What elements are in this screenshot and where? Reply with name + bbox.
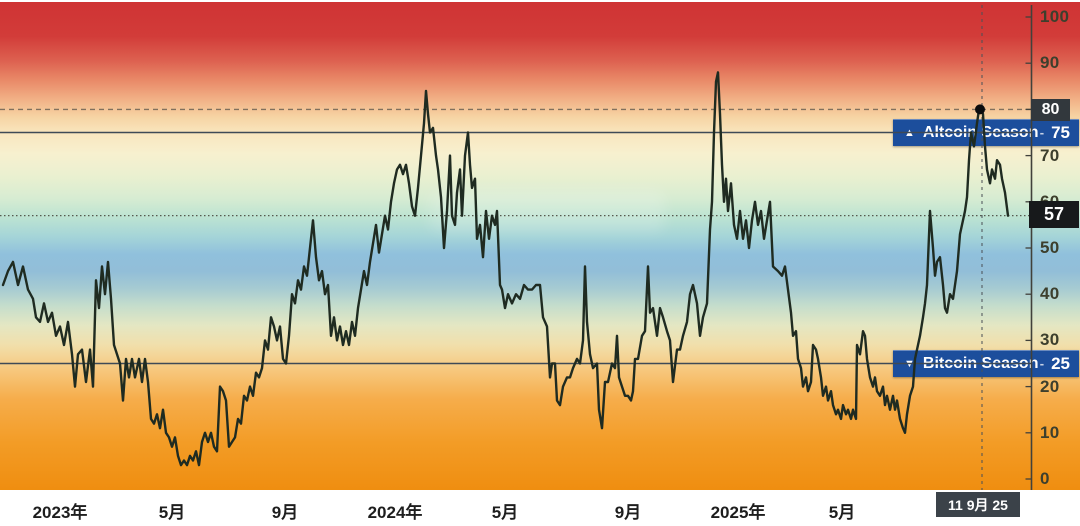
x-tick-label: 2023年 — [32, 503, 88, 522]
x-tick-label: 5月 — [491, 503, 519, 522]
x-tick-label: 5月 — [828, 503, 856, 522]
bitcoin-threshold-value: 25 — [1051, 353, 1070, 373]
x-tick-label: 2025年 — [710, 503, 766, 522]
x-tick-label: 5月 — [158, 503, 186, 522]
price-line-chart — [0, 5, 1033, 490]
current-value-badge: 57 — [1029, 201, 1079, 228]
plot-area[interactable]: ▲ Altcoin Season - 75 ▼ Bitcoin Season -… — [0, 0, 1080, 492]
x-tick-label: 2024年 — [367, 503, 423, 522]
x-tick-label: 9月 — [614, 503, 642, 522]
bitcoin-dash: - — [1039, 356, 1045, 371]
y-tick-label: 70 — [1040, 145, 1060, 165]
marker-value-badge: 80 — [1031, 99, 1070, 121]
y-tick-label: 100 — [1040, 7, 1070, 26]
y-tick-label: 0 — [1040, 469, 1050, 488]
y-tick-label: 90 — [1040, 53, 1060, 73]
x-axis-strip: 2023年 5月 9月 2024年 5月 9月 2025年 5月 11 9月 25 — [0, 490, 1080, 526]
altcoin-dash: - — [1039, 125, 1045, 140]
altcoin-threshold-value: 75 — [1051, 122, 1070, 142]
watermark — [430, 190, 665, 232]
y-tick-label: 40 — [1040, 284, 1060, 304]
y-tick-label: 50 — [1040, 238, 1060, 257]
current-date-badge: 11 9月 25 — [936, 492, 1020, 517]
y-tick-label: 10 — [1040, 422, 1060, 442]
x-tick-label: 9月 — [271, 503, 299, 522]
y-tick-label: 20 — [1040, 376, 1060, 396]
y-tick-label: 30 — [1040, 330, 1060, 350]
